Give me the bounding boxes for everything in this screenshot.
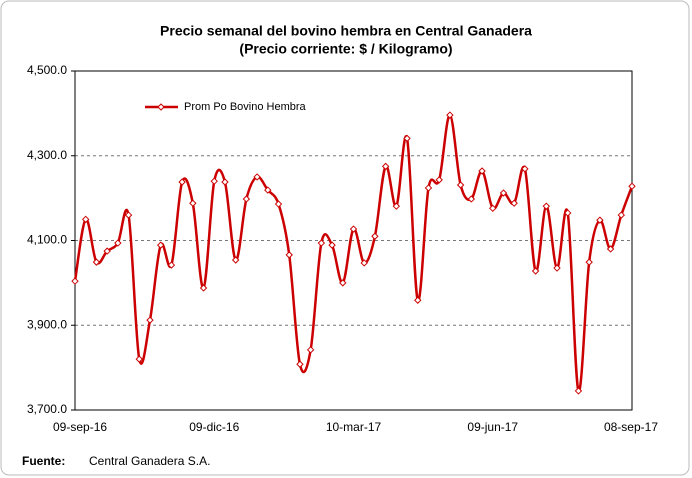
point-marker (296, 360, 304, 368)
point-marker (414, 296, 422, 304)
point-marker (264, 186, 272, 194)
point-marker (403, 134, 411, 143)
point-marker (146, 316, 154, 324)
point-marker (92, 258, 101, 266)
point-marker (328, 241, 336, 249)
point-marker (339, 279, 347, 287)
point-marker (617, 211, 625, 219)
point-marker (103, 247, 111, 255)
point-marker (371, 232, 379, 240)
point-marker (606, 245, 615, 253)
point-marker (231, 256, 240, 264)
point-marker (71, 277, 79, 285)
point-marker (489, 204, 497, 213)
point-marker (596, 216, 604, 224)
point-marker (531, 267, 540, 275)
point-marker (242, 195, 251, 203)
x-tick-label: 09-sep-16 (53, 420, 107, 434)
y-tick-label: 4,300.0 (27, 148, 67, 162)
legend-label: Prom Po Bovino Hembra (184, 101, 307, 113)
point-marker (564, 209, 572, 217)
y-tick-label: 3,700.0 (27, 402, 67, 416)
point-marker (467, 195, 476, 203)
point-marker (456, 181, 465, 189)
point-marker (499, 189, 508, 197)
point-marker (178, 178, 186, 186)
point-marker (542, 202, 551, 210)
point-marker (510, 199, 518, 207)
point-marker (114, 239, 122, 247)
point-marker (199, 284, 208, 292)
chart-subtitle: (Precio corriente: $ / Kilogramo) (239, 41, 452, 57)
point-marker (221, 178, 229, 186)
point-marker (274, 200, 283, 208)
plot-area (74, 70, 633, 411)
point-marker (189, 199, 197, 207)
y-tick-label: 4,100.0 (27, 233, 67, 247)
legend-marker (157, 103, 165, 111)
point-marker (156, 241, 165, 249)
point-marker (210, 177, 218, 185)
point-marker (585, 258, 593, 266)
point-marker (435, 176, 443, 184)
point-marker (253, 173, 261, 181)
point-marker (553, 264, 561, 272)
point-marker (285, 251, 293, 259)
y-tick-label: 4,500.0 (27, 63, 67, 77)
point-marker (349, 225, 358, 233)
point-marker (306, 346, 315, 354)
point-marker (521, 165, 529, 173)
point-marker (424, 184, 433, 192)
point-marker (392, 202, 401, 210)
point-marker (360, 259, 368, 267)
point-marker (574, 387, 583, 395)
point-marker (446, 111, 454, 119)
x-tick-label: 08-sep-17 (604, 420, 658, 434)
source: Central Ganadera S.A. (89, 454, 210, 468)
point-marker (82, 215, 90, 224)
point-marker (124, 211, 133, 219)
point-marker (628, 182, 636, 190)
point-marker (135, 355, 143, 363)
chart-title: Precio semanal del bovino hembra en Cent… (160, 23, 532, 39)
y-tick-label: 3,900.0 (27, 317, 67, 331)
point-marker (317, 239, 326, 247)
x-tick-label: 09-dic-16 (189, 420, 239, 434)
point-marker (381, 162, 390, 171)
source-label: Fuente: (22, 454, 65, 468)
point-marker (478, 167, 486, 175)
x-tick-label: 09-jun-17 (467, 420, 518, 434)
x-tick-label: 10-mar-17 (326, 420, 382, 434)
point-marker (167, 261, 176, 269)
